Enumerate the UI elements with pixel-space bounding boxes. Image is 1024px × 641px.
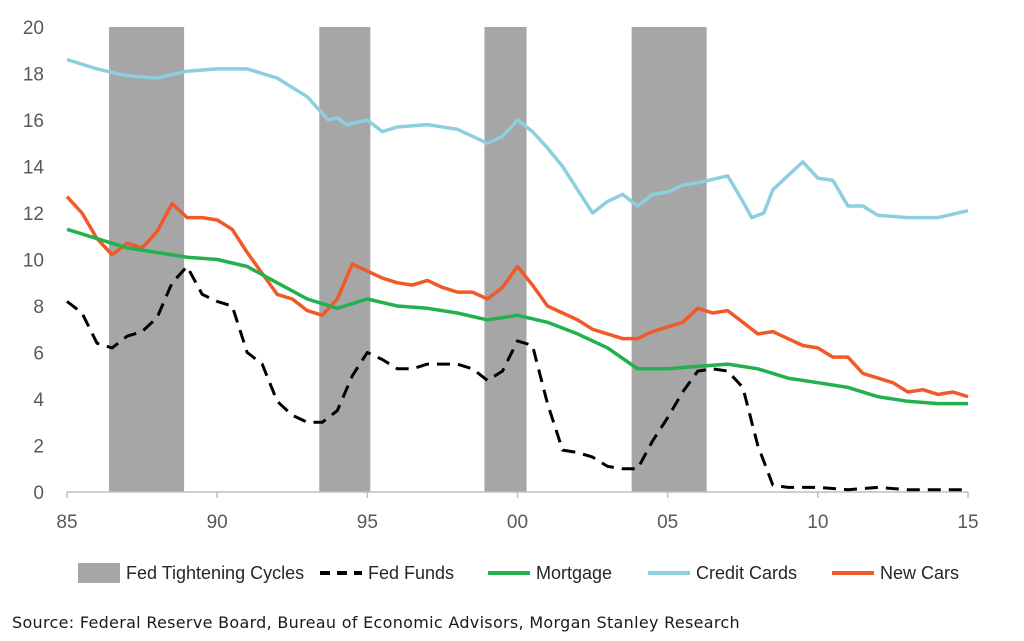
x-tick-label: 90: [207, 512, 228, 533]
x-tick-label: 95: [357, 512, 378, 533]
tightening-bands: [109, 27, 707, 492]
y-tick-label: 0: [33, 483, 44, 504]
legend-label-new_cars: New Cars: [880, 563, 959, 583]
y-tick-label: 4: [33, 390, 44, 411]
legend-label-fed_funds: Fed Funds: [368, 563, 454, 583]
source-note: Source: Federal Reserve Board, Bureau of…: [12, 613, 740, 632]
x-tick-label: 00: [507, 512, 528, 533]
legend-label-mortgage: Mortgage: [536, 563, 612, 583]
y-tick-label: 18: [23, 65, 44, 86]
y-tick-label: 6: [33, 344, 44, 365]
axes: 85 90 95 00 05 10 15 0 2 4 6 8 10 12 14 16 18 20: [23, 18, 979, 533]
tightening-band-0: [109, 27, 185, 492]
x-tick-label: 10: [807, 512, 828, 533]
y-tick-label: 2: [33, 437, 44, 458]
series-line-new_cars: [65, 195, 969, 399]
y-tick-label: 12: [23, 204, 44, 225]
legend-label-credit_cards: Credit Cards: [696, 563, 797, 583]
legend-label-tightening: Fed Tightening Cycles: [126, 563, 304, 583]
y-tick-label: 8: [33, 297, 44, 318]
tightening-band-3: [631, 27, 707, 492]
legend-swatch-tightening: [78, 563, 120, 583]
series-lines: [65, 57, 969, 492]
chart: 85 90 95 00 05 10 15 0 2 4 6 8 10 12 14 16 18 20 Fed Tigh…: [23, 18, 979, 583]
x-tick-label: 85: [56, 512, 77, 533]
tightening-band-1: [319, 27, 371, 492]
tightening-band-2: [484, 27, 527, 492]
y-tick-label: 20: [23, 18, 44, 39]
legend: Fed Tightening Cycles Fed Funds Mortgage Cr…: [78, 563, 959, 583]
y-tick-label: 16: [23, 111, 44, 132]
series-line-mortgage: [66, 227, 968, 406]
series-line-credit_cards: [66, 57, 969, 220]
x-tick-label: 05: [657, 512, 678, 533]
y-tick-label: 14: [23, 158, 45, 179]
x-tick-label: 15: [957, 512, 978, 533]
series-line-fed_funds: [66, 265, 968, 492]
y-tick-label: 10: [23, 251, 44, 272]
